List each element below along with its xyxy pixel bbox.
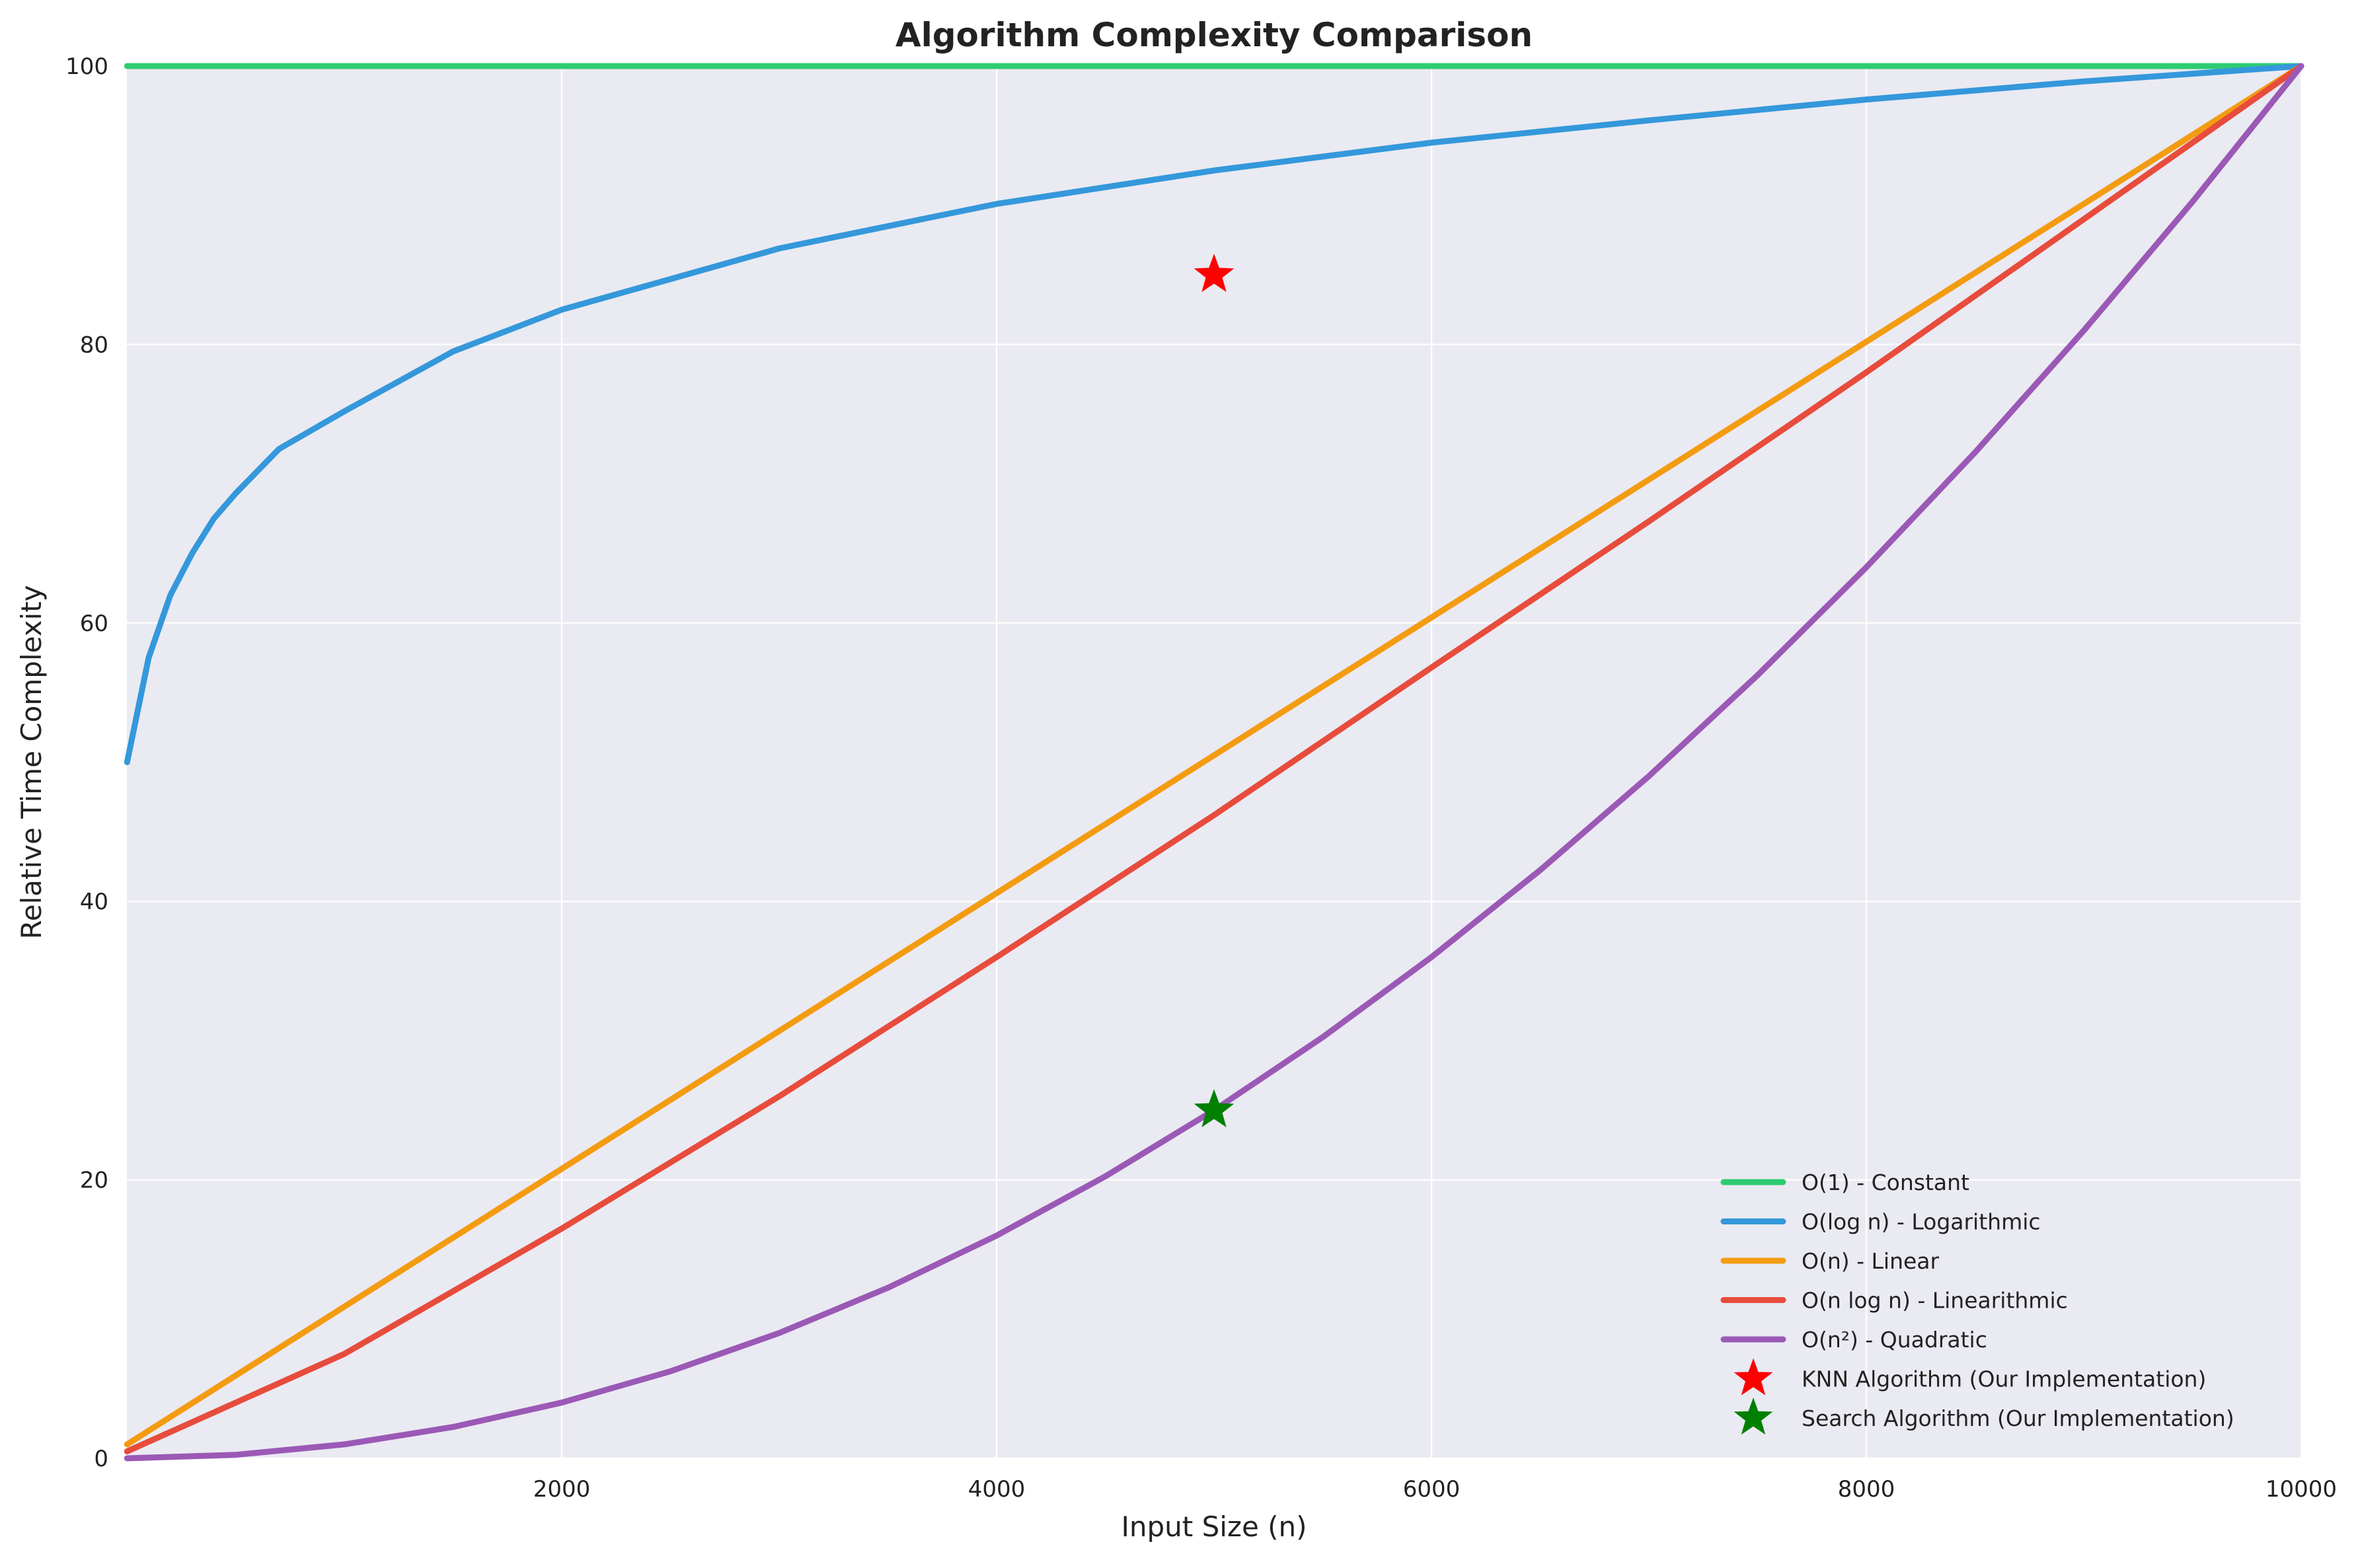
x-tick-label: 6000	[1403, 1476, 1461, 1503]
legend-label-o-n-log-n-linearithmic: O(n log n) - Linearithmic	[1802, 1288, 2068, 1314]
legend-swatch-knn-algorithm-our-implementation	[1733, 1358, 1773, 1396]
legend-label-search-algorithm-our-implementation: Search Algorithm (Our Implementation)	[1802, 1405, 2234, 1431]
series-line-o-n-linear	[124, 63, 2304, 1448]
y-tick-label: 80	[80, 332, 108, 358]
legend-label-o-n-linear: O(n) - Linear	[1802, 1248, 1940, 1274]
legend: O(1) - Constant O(log n) - Logarithmic O(n…	[1720, 1170, 2234, 1435]
tick-labels: 2000 4000 6000 8000 10000 0 20 40 60 80 100	[65, 54, 2337, 1503]
y-tick-label: 20	[80, 1168, 108, 1194]
x-tick-label: 8000	[1838, 1476, 1895, 1503]
legend-label-o-1-constant: O(1) - Constant	[1802, 1170, 1969, 1195]
highlight-markers	[1194, 254, 1235, 1128]
marker-knn-algorithm-our-implementation	[1194, 254, 1235, 292]
legend-label-o-n-quadratic: O(n²) - Quadratic	[1802, 1327, 1987, 1353]
y-tick-label: 0	[94, 1446, 108, 1472]
x-tick-label: 4000	[968, 1476, 1026, 1503]
y-axis-label: Relative Time Complexity	[15, 585, 48, 939]
legend-label-knn-algorithm-our-implementation: KNN Algorithm (Our Implementation)	[1802, 1366, 2206, 1392]
x-tick-label: 2000	[533, 1476, 591, 1503]
legend-label-o-log-n-logarithmic: O(log n) - Logarithmic	[1802, 1209, 2041, 1235]
x-tick-label: 10000	[2265, 1476, 2337, 1503]
chart-title: Algorithm Complexity Comparison	[895, 16, 1533, 54]
legend-swatch-search-algorithm-our-implementation	[1733, 1398, 1773, 1435]
series-line-o-n-log-n-linearithmic	[124, 63, 2304, 1454]
y-tick-label: 40	[80, 889, 108, 915]
y-tick-label: 100	[65, 54, 108, 80]
y-tick-label: 60	[80, 611, 108, 637]
marker-search-algorithm-our-implementation	[1194, 1089, 1235, 1128]
series-line-o-log-n-logarithmic	[124, 63, 2304, 765]
x-axis-label: Input Size (n)	[1121, 1511, 1307, 1543]
